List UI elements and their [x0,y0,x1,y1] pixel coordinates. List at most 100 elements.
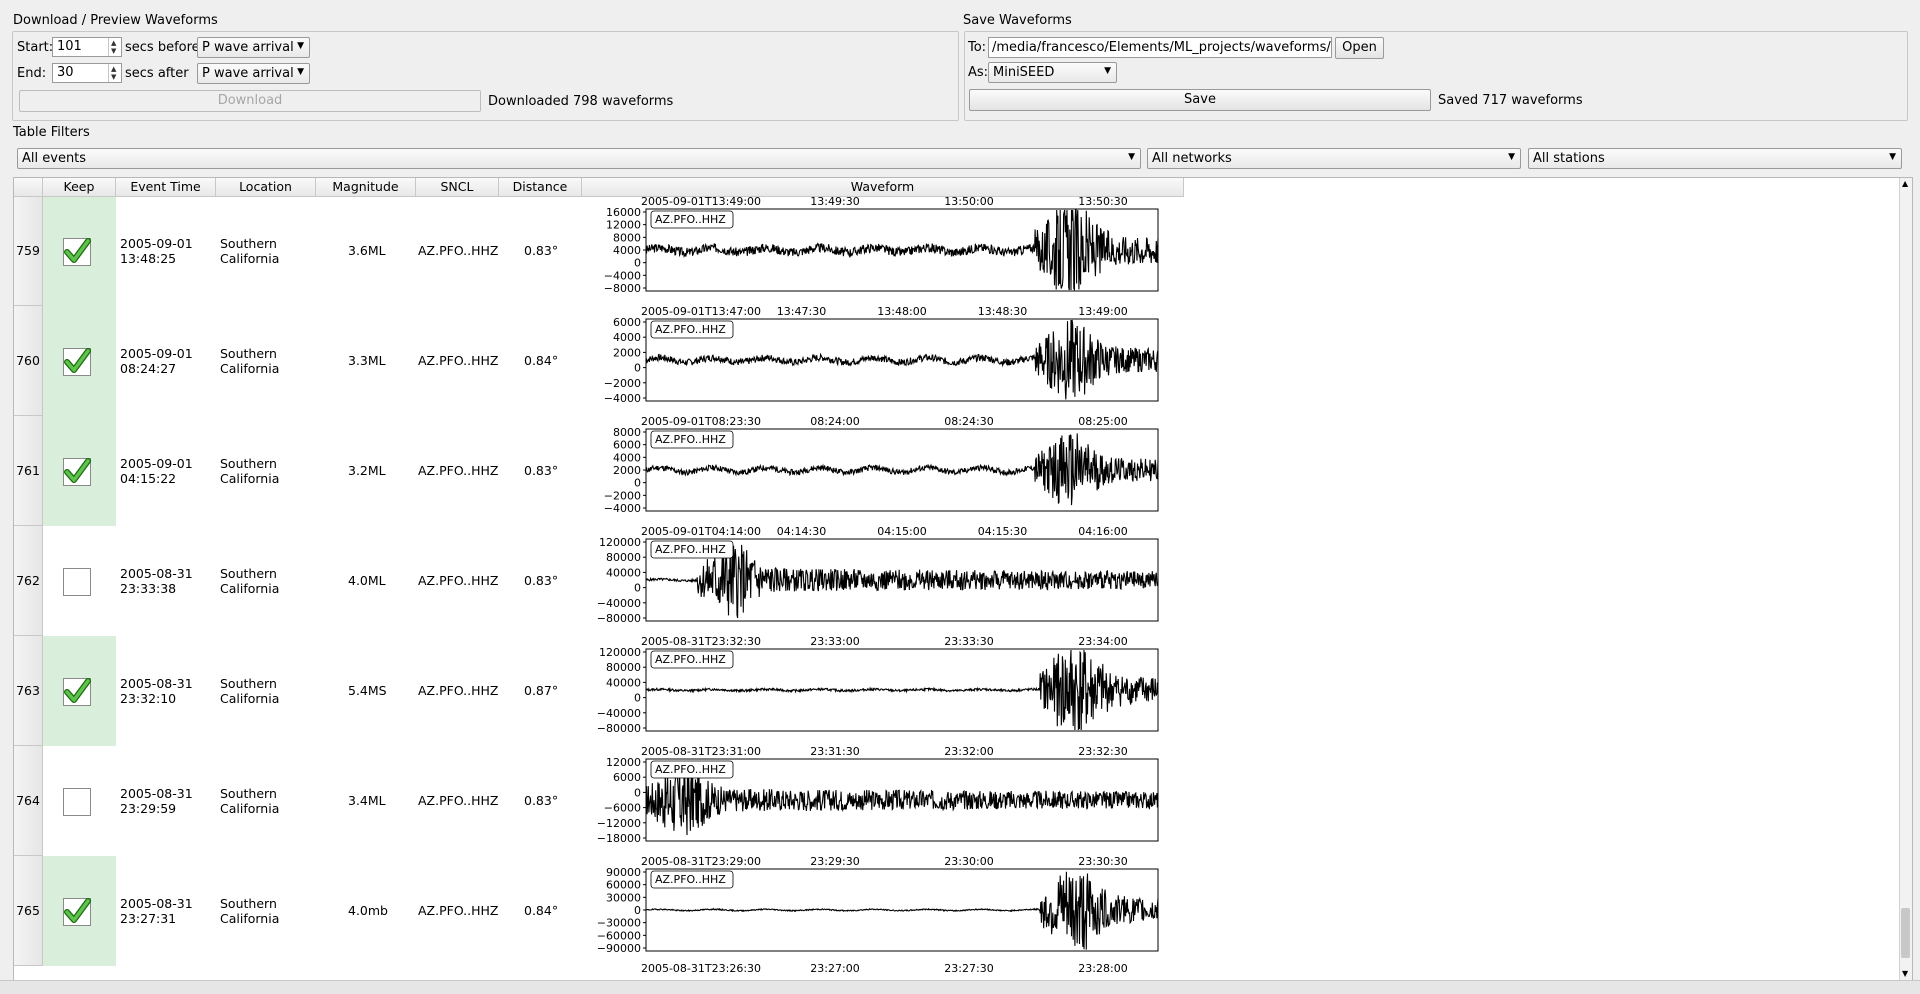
y-tick-label: 6000 [613,771,641,784]
table-row[interactable]: 760 2005-09-01 08:24:27 Southern Califor… [14,305,1168,416]
checkmark-icon [64,898,91,923]
x-tick-label: 04:15:30 [978,526,1027,538]
y-tick-label: −4000 [604,392,641,405]
row-number[interactable]: 761 [14,416,43,526]
row-number[interactable]: 763 [14,636,43,746]
row-number[interactable]: 760 [14,306,43,416]
header-sncl[interactable]: SNCL [416,178,499,197]
row-number[interactable]: 765 [14,856,43,966]
scrollbar-thumb[interactable] [1901,908,1910,958]
trace-label-box [650,760,734,779]
header-waveform[interactable]: Waveform [582,178,1184,197]
keep-checkbox[interactable] [63,898,91,926]
y-tick-label: −6000 [604,802,641,815]
x-tick-label: 13:47:30 [777,306,826,318]
header-event-time[interactable]: Event Time [116,178,216,197]
start-spinbox[interactable]: 101 ▲ ▼ [52,37,122,57]
keep-checkbox[interactable] [63,238,91,266]
spin-arrows-icon[interactable]: ▲ ▼ [108,38,121,56]
x-tick-label: 23:30:30 [1078,856,1127,868]
chevron-down-icon: ▼ [1104,66,1111,76]
location-line1: Southern [220,346,277,361]
y-tick-label: 16000 [606,206,641,219]
location-line2: California [220,691,280,706]
header-location[interactable]: Location [216,178,316,197]
keep-checkbox[interactable] [63,458,91,486]
x-tick-label: 23:30:00 [944,856,993,868]
trace-label: AZ.PFO..HHZ [655,763,726,776]
checkmark-icon [64,348,91,373]
location: Southern California [220,786,279,816]
events-filter-select[interactable]: All events ▼ [17,148,1141,169]
end-reference-value: P wave arrival [202,66,294,81]
event-clock: 23:27:31 [120,911,177,926]
keep-cell[interactable] [43,306,116,416]
open-button[interactable]: Open [1335,37,1384,59]
networks-filter-select[interactable]: All networks ▼ [1147,148,1521,169]
trace-label: AZ.PFO..HHZ [655,653,726,666]
x-tick-label: 2005-08-31T23:26:30 [640,962,762,975]
table-row[interactable]: 759 2005-09-01 13:48:25 Southern Califor… [14,195,1168,306]
y-tick-label: 0 [634,257,641,270]
chevron-down-icon: ▼ [297,41,304,51]
header-magnitude[interactable]: Magnitude [316,178,416,197]
location-line2: California [220,801,280,816]
event-date: 2005-08-31 [120,676,193,691]
scroll-up-icon[interactable]: ▲ [1902,179,1909,188]
x-tick-label: 23:33:00 [810,636,859,648]
download-button[interactable]: Download [19,90,481,112]
row-number[interactable]: 764 [14,746,43,856]
scroll-down-icon[interactable]: ▼ [1902,969,1909,978]
save-panel-title: Save Waveforms [963,13,1072,28]
y-tick-label: 0 [634,477,641,490]
header-distance[interactable]: Distance [499,178,582,197]
start-reference-select[interactable]: P wave arrival ▼ [197,37,310,58]
keep-cell[interactable] [43,856,116,966]
table-row[interactable]: 762 2005-08-31 23:33:38 Southern Califor… [14,525,1168,636]
x-tick-label: 2005-08-31T23:32:30 [641,636,761,648]
y-tick-label: −2000 [604,377,641,390]
waveform-plot: 2005-09-01T08:23:30 08:24:00 08:24:30 08:25… [566,415,1166,526]
table-row[interactable]: 765 2005-08-31 23:27:31 Southern Califor… [14,855,1168,966]
keep-checkbox[interactable] [63,788,91,816]
end-value: 30 [57,65,74,80]
download-panel-title: Download / Preview Waveforms [13,13,218,28]
chevron-down-icon: ▼ [1889,152,1896,162]
end-spinbox[interactable]: 30 ▲ ▼ [52,63,122,83]
y-tick-label: 2000 [613,346,641,359]
y-tick-label: 4000 [613,331,641,344]
row-number[interactable]: 762 [14,526,43,636]
sncl: AZ.PFO..HHZ [418,463,499,478]
keep-checkbox[interactable] [63,348,91,376]
event-time: 2005-08-31 23:33:38 [120,566,193,596]
waveform-svg: 2005-09-01T13:47:00 13:47:30 13:48:00 13:48… [604,305,1159,405]
row-number[interactable]: 759 [14,196,43,306]
magnitude: 4.0ML [348,573,386,588]
keep-cell[interactable] [43,746,116,856]
table-row[interactable]: 761 2005-09-01 04:15:22 Southern Califor… [14,415,1168,526]
save-button[interactable]: Save [969,89,1431,111]
spin-arrows-icon[interactable]: ▲ ▼ [108,64,121,82]
x-tick-label: 2005-09-01T13:47:00 [641,306,761,318]
x-tick-label: 08:24:00 [810,416,859,428]
end-reference-select[interactable]: P wave arrival ▼ [197,63,310,84]
checkmark-icon [64,678,91,703]
keep-cell[interactable] [43,526,116,636]
header-keep[interactable]: Keep [43,178,116,197]
events-table[interactable]: 759 2005-09-01 13:48:25 Southern Califor… [13,177,1913,981]
keep-checkbox[interactable] [63,678,91,706]
table-row[interactable]: 763 2005-08-31 23:32:10 Southern Califor… [14,635,1168,746]
save-path-field[interactable]: /media/francesco/Elements/ML_projects/wa… [988,37,1332,58]
stations-filter-select[interactable]: All stations ▼ [1528,148,1902,169]
keep-checkbox[interactable] [63,568,91,596]
x-tick-label: 13:48:30 [978,306,1027,318]
magnitude: 3.4ML [348,793,386,808]
keep-cell[interactable] [43,416,116,526]
table-row[interactable]: 764 2005-08-31 23:29:59 Southern Califor… [14,745,1168,856]
vertical-scrollbar[interactable]: ▲ ▼ [1899,178,1912,980]
x-tick-label: 2005-09-01T04:14:00 [641,526,761,538]
keep-cell[interactable] [43,636,116,746]
format-select[interactable]: MiniSEED ▼ [988,62,1117,83]
keep-cell[interactable] [43,196,116,306]
location: Southern California [220,896,279,926]
